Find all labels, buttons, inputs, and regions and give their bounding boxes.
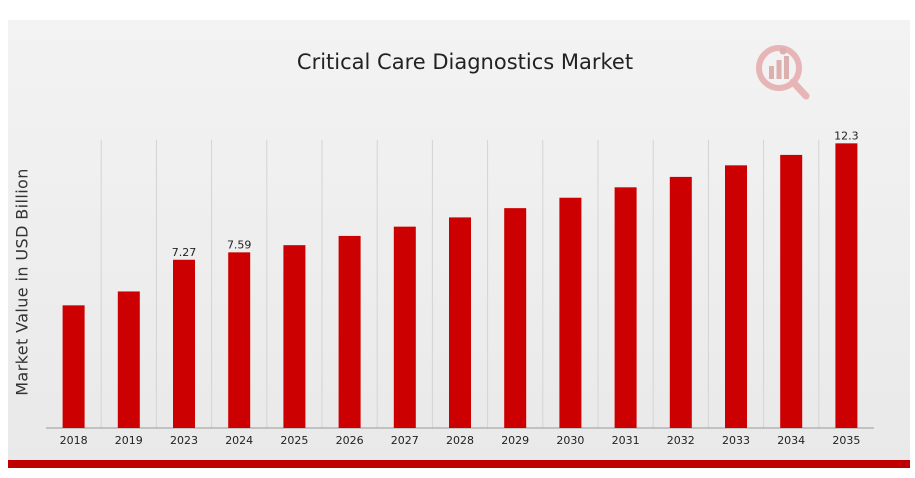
bar-2030 [559,197,582,428]
x-tick-label: 2024 [225,434,253,447]
x-tick-label: 2032 [667,434,695,447]
x-tick-label: 2033 [722,434,750,447]
x-tick-label: 2027 [391,434,419,447]
chart-title: Critical Care Diagnostics Market [296,50,634,74]
x-tick-label: 2019 [115,434,143,447]
bar-2019 [117,291,140,428]
x-tick-label: 2034 [777,434,805,447]
bar-2018 [62,305,85,428]
x-tick-label: 2018 [60,434,88,447]
bar-2025 [283,245,306,428]
x-tick-label: 2029 [501,434,529,447]
bar-2032 [669,176,692,428]
bar-2031 [614,187,637,428]
bar-2027 [393,226,416,428]
bar-2035 [835,143,858,429]
x-tick-label: 2031 [612,434,640,447]
x-tick-label: 2026 [336,434,364,447]
bar-2023 [173,259,195,428]
bar-2029 [504,208,527,428]
x-tick-label: 2035 [832,434,860,447]
x-tick-label: 2023 [170,434,198,447]
data-label-2024: 7.59 [227,238,252,251]
footer-accent-bar [8,460,910,468]
x-tick-label: 2030 [556,434,584,447]
x-tick-label: 2025 [280,434,308,447]
bar-2028 [449,217,471,428]
market-research-logo-icon [756,45,810,100]
bar-2026 [338,235,361,428]
x-tick-label: 2028 [446,434,474,447]
data-label-2035: 12.3 [834,129,859,142]
bar-2034 [780,154,803,428]
bar-2033 [725,165,747,429]
data-label-2023: 7.27 [172,246,197,259]
bar-2024 [228,252,251,428]
